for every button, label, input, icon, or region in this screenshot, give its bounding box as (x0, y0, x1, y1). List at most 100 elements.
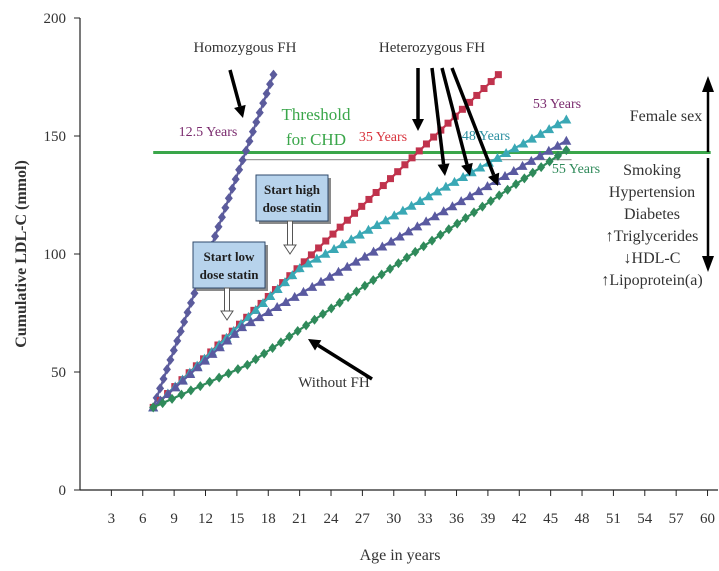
data-point (311, 253, 322, 263)
data-point (259, 98, 268, 109)
data-point (337, 239, 348, 249)
data-point (224, 193, 233, 204)
data-point (377, 269, 386, 280)
x-tick-label: 48 (575, 511, 590, 527)
data-point (402, 252, 411, 263)
data-point (177, 389, 186, 400)
data-point (562, 145, 571, 156)
data-point (369, 275, 378, 286)
data-point (412, 221, 423, 231)
data-point (440, 181, 451, 191)
side-label-risk-factor: ↓HDL-C (624, 250, 681, 267)
data-point (351, 209, 359, 217)
data-point (327, 303, 336, 314)
data-point (287, 270, 298, 280)
statin-arrow (220, 287, 234, 321)
statin-box-label: dose statin (263, 200, 323, 215)
y-tick-label: 100 (44, 247, 67, 263)
statin-arrow-head (220, 310, 234, 321)
data-point (379, 182, 387, 190)
data-point (310, 314, 319, 325)
data-point (300, 258, 308, 266)
data-point (217, 212, 226, 223)
side-label-risk-factor: ↑Triglycerides (606, 228, 699, 245)
data-point (438, 206, 449, 216)
statin-box: Start low dose statin (192, 241, 268, 321)
statin-arrow-shaft (224, 287, 230, 313)
side-label-risk-factor: Smoking (623, 162, 681, 179)
arrow-head (488, 172, 500, 186)
series-group (148, 69, 572, 413)
arrow-shaft (450, 67, 496, 176)
data-point (464, 191, 475, 201)
data-point (387, 175, 395, 183)
data-point (535, 128, 546, 138)
data-point (276, 337, 285, 348)
data-point (163, 389, 174, 399)
data-point (289, 291, 300, 301)
data-point (196, 381, 205, 392)
annotation-label: 55 Years (552, 162, 600, 177)
data-point (170, 382, 181, 392)
data-point (421, 216, 432, 226)
x-tick-label: 36 (449, 511, 465, 527)
x-tick-label: 24 (324, 511, 340, 527)
data-point (561, 114, 572, 124)
data-point (302, 320, 311, 331)
data-point (238, 155, 247, 166)
data-point (503, 184, 512, 195)
y-tick-label: 50 (51, 365, 66, 381)
y-tick-label: 0 (59, 483, 67, 499)
x-tick-label: 54 (637, 511, 653, 527)
data-point (344, 292, 353, 303)
data-point (265, 291, 276, 301)
data-point (511, 179, 520, 190)
data-point (436, 229, 445, 240)
annotation-label: 35 Years (359, 130, 407, 145)
x-tick-label: 33 (418, 511, 433, 527)
data-point (351, 256, 362, 266)
data-point (406, 200, 417, 210)
x-tick-label: 12 (198, 511, 213, 527)
data-point (430, 133, 438, 141)
data-point (260, 348, 269, 359)
data-point (354, 229, 365, 239)
data-point (294, 263, 305, 273)
statin-arrow (283, 220, 297, 255)
data-point (272, 284, 283, 294)
data-point (389, 210, 400, 220)
data-point (251, 354, 260, 365)
arrow-shaft (317, 343, 373, 381)
data-point (173, 335, 182, 346)
data-point (501, 148, 512, 158)
data-point (254, 312, 265, 322)
data-point (458, 105, 466, 113)
data-point (228, 183, 237, 194)
data-point (248, 126, 257, 137)
data-point (214, 221, 223, 232)
data-point (329, 243, 340, 253)
x-tick-label: 51 (606, 511, 621, 527)
y-tick-label: 150 (44, 129, 67, 145)
data-point (250, 304, 261, 314)
data-point (177, 375, 188, 385)
x-tick-label: 18 (261, 511, 276, 527)
data-point (473, 186, 484, 196)
data-point (543, 145, 554, 155)
annotation-label: 12.5 Years (179, 125, 238, 140)
data-point (444, 119, 452, 127)
data-point (411, 246, 420, 257)
x-tick-label: 42 (512, 511, 527, 527)
data-point (303, 258, 314, 268)
data-point (517, 160, 528, 170)
arrow-head (412, 119, 424, 131)
data-point (422, 140, 430, 148)
series-4 (148, 135, 572, 412)
x-tick-label: 27 (355, 511, 371, 527)
statin-box-bg (192, 241, 266, 289)
annotation-label: 48 Years (462, 129, 510, 144)
data-point (285, 331, 294, 342)
data-point (444, 224, 453, 235)
data-point (329, 230, 337, 238)
data-point (241, 145, 250, 156)
